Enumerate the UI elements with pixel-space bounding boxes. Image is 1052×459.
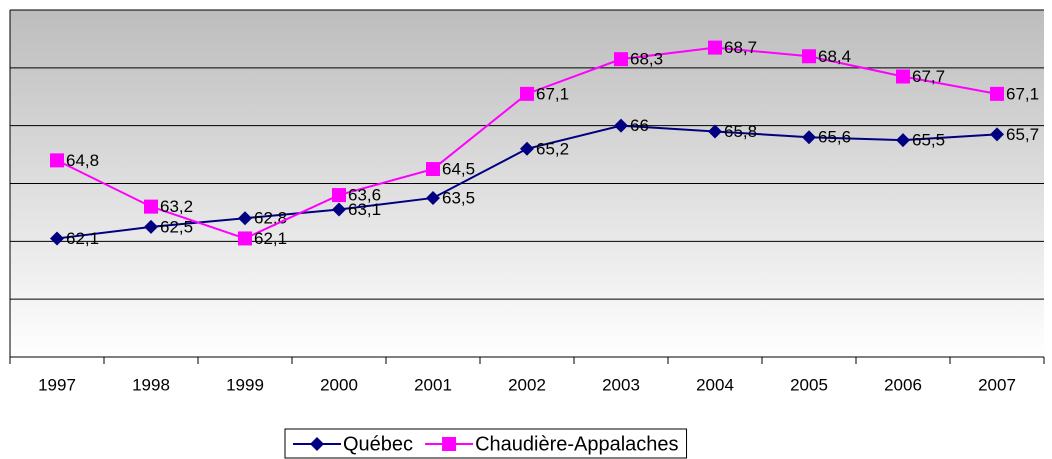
data-label: 67,1 — [1006, 84, 1039, 103]
data-label: 65,5 — [912, 131, 945, 150]
data-label: 63,5 — [442, 188, 475, 207]
data-label: 62,1 — [254, 229, 287, 248]
legend-label: Chaudière-Appalaches — [475, 433, 678, 455]
legend-box — [284, 428, 688, 459]
data-label: 65,8 — [724, 122, 757, 141]
legend-marker — [442, 437, 457, 451]
data-label: 62,8 — [254, 209, 287, 228]
data-label: 67,7 — [912, 67, 945, 86]
marker — [990, 127, 1004, 142]
data-label: 62,5 — [160, 217, 193, 236]
marker — [520, 86, 534, 101]
marker — [990, 86, 1004, 101]
legend-marker — [310, 437, 324, 451]
data-label: 68,4 — [818, 47, 851, 66]
x-tick-label: 2005 — [790, 375, 828, 394]
x-tick-label: 2006 — [884, 375, 922, 394]
data-label: 68,7 — [724, 38, 757, 57]
marker — [614, 118, 628, 133]
data-label: 64,5 — [442, 160, 475, 179]
data-label: 67,1 — [536, 84, 569, 103]
marker — [332, 188, 346, 203]
marker — [332, 202, 346, 217]
marker — [708, 40, 722, 55]
marker — [896, 133, 910, 148]
marker — [238, 211, 252, 226]
marker — [50, 153, 64, 168]
x-tick-label: 1997 — [38, 375, 76, 394]
x-tick-label: 2001 — [414, 375, 452, 394]
marker — [144, 199, 158, 214]
marker — [520, 141, 534, 156]
legend: Québec Chaudière-Appalaches — [284, 428, 688, 459]
legend-label: Québec — [343, 433, 413, 455]
marker — [708, 124, 722, 139]
x-tick-label: 2000 — [320, 375, 358, 394]
data-label: 65,2 — [536, 139, 569, 158]
x-tick-label: 1999 — [226, 375, 264, 394]
marker — [238, 231, 252, 246]
marker — [802, 49, 816, 64]
marker — [896, 69, 910, 84]
marker — [614, 52, 628, 67]
data-label: 66 — [630, 116, 649, 135]
x-tick-label: 2003 — [602, 375, 640, 394]
x-tick-label: 1998 — [132, 375, 170, 394]
x-tick-label: 2002 — [508, 375, 546, 394]
marker — [50, 231, 64, 246]
marker — [426, 190, 440, 205]
data-label: 63,1 — [348, 200, 381, 219]
data-label: 63,6 — [348, 186, 381, 205]
marker — [426, 162, 440, 177]
x-tick-label: 2007 — [978, 375, 1016, 394]
marker — [802, 130, 816, 145]
data-label: 62,1 — [66, 229, 99, 248]
data-label: 68,3 — [630, 50, 663, 69]
x-tick-label: 2004 — [696, 375, 734, 394]
data-label: 64,8 — [66, 151, 99, 170]
marker — [144, 219, 158, 234]
data-label: 63,2 — [160, 197, 193, 216]
data-label: 65,7 — [1006, 125, 1039, 144]
data-label: 65,6 — [818, 128, 851, 147]
